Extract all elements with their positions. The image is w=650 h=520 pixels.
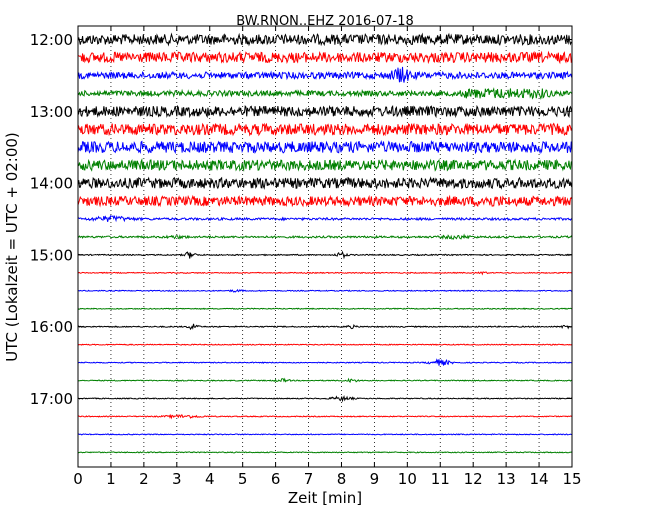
- y-tick-label: 17:00: [30, 390, 73, 408]
- x-axis-ticks: 0 1 2 3 4 5 6 7 8 9 10 11 12 13 14 15: [73, 26, 582, 488]
- trace-1645: [77, 377, 573, 383]
- trace-1215: [77, 50, 573, 65]
- y-tick-label: 16:00: [30, 318, 73, 336]
- trace-1400: [77, 176, 573, 190]
- x-axis-label: Zeit [min]: [288, 489, 362, 507]
- trace-1330: [77, 139, 573, 155]
- x-tick-label: 0: [73, 470, 83, 488]
- trace-1700: [77, 394, 573, 403]
- trace-1545: [77, 307, 573, 311]
- trace-1315: [77, 122, 573, 137]
- x-tick-label: 8: [337, 470, 347, 488]
- trace-1615: [77, 343, 573, 346]
- x-tick-label: 1: [106, 470, 116, 488]
- x-tick-label: 2: [139, 470, 149, 488]
- y-tick-label: 12:00: [30, 31, 73, 49]
- plot-frame: [77, 25, 573, 468]
- y-tick-label: 13:00: [30, 103, 73, 121]
- trace-1530: [77, 288, 573, 293]
- trace-1200: [77, 32, 573, 47]
- trace-1600: [77, 323, 573, 331]
- x-tick-label: 9: [370, 470, 380, 488]
- x-tick-label: 7: [304, 470, 314, 488]
- trace-1415: [77, 194, 573, 208]
- x-tick-label: 15: [562, 470, 581, 488]
- grid-lines: [110, 26, 540, 467]
- trace-1430: [77, 215, 573, 223]
- trace-1515: [77, 271, 573, 276]
- x-tick-label: 10: [398, 470, 417, 488]
- x-tick-label: 6: [271, 470, 281, 488]
- y-axis-ticks: 12:00 13:00 14:00 15:00 16:00 17:00: [30, 31, 572, 408]
- x-tick-label: 5: [238, 470, 248, 488]
- y-tick-label: 15:00: [30, 246, 73, 264]
- x-tick-label: 13: [497, 470, 516, 488]
- x-tick-label: 4: [205, 470, 215, 488]
- trace-1345: [77, 158, 573, 172]
- chart-title: BW.RNON..EHZ 2016-07-18: [236, 14, 414, 29]
- trace-1630: [77, 358, 573, 366]
- trace-1300: [77, 104, 573, 119]
- trace-1730: [77, 433, 573, 436]
- trace-1445: [77, 233, 573, 240]
- trace-1230: [77, 66, 573, 83]
- trace-1715: [77, 413, 573, 420]
- y-tick-label: 14:00: [30, 175, 73, 193]
- y-axis-label: UTC (Lokalzeit = UTC + 02:00): [3, 132, 21, 362]
- x-tick-label: 12: [464, 470, 483, 488]
- seismic-traces: [77, 32, 573, 454]
- x-tick-label: 14: [530, 470, 549, 488]
- trace-1500: [77, 250, 573, 260]
- x-tick-label: 3: [172, 470, 182, 488]
- x-tick-label: 11: [431, 470, 450, 488]
- trace-1745: [77, 451, 573, 454]
- trace-1245: [77, 87, 573, 100]
